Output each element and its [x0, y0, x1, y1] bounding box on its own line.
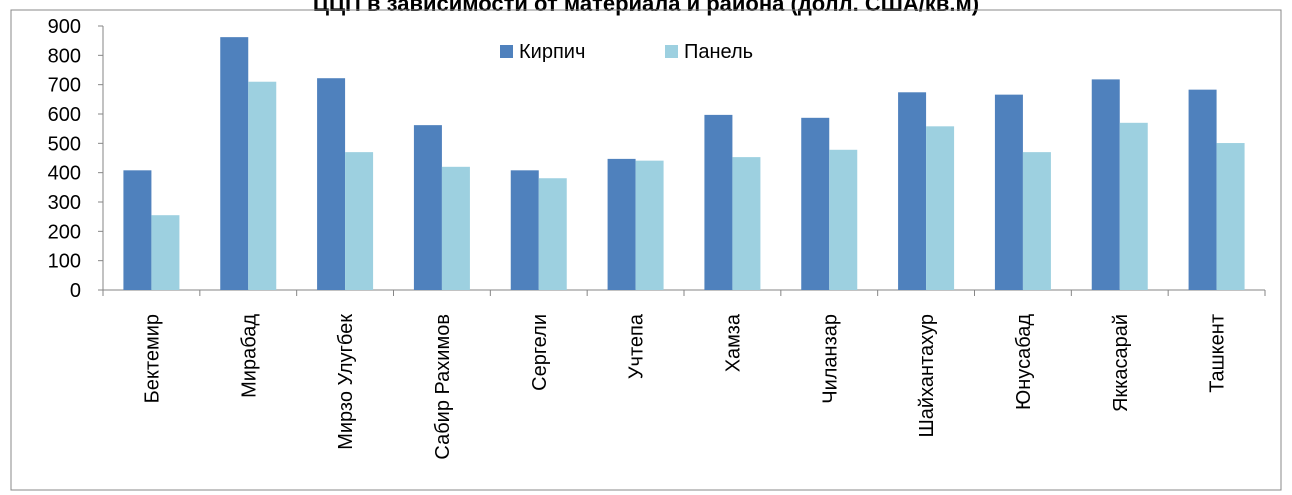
x-tick-label: Сергели	[529, 314, 551, 391]
x-tick-label: Хамза	[722, 313, 744, 372]
bar-Панель	[151, 215, 180, 290]
y-tick-label: 800	[48, 45, 81, 67]
bar-Кирпич	[994, 94, 1023, 290]
bar-Кирпич	[607, 158, 636, 290]
bar-Панель	[732, 157, 761, 290]
x-tick-label: Мирабад	[238, 314, 260, 398]
bar-Кирпич	[220, 37, 249, 290]
bar-Кирпич	[1091, 79, 1120, 291]
bar-Панель	[635, 160, 664, 290]
x-tick-label: Ташкент	[1207, 314, 1229, 393]
y-tick-label: 100	[48, 251, 81, 273]
y-tick-label: 500	[48, 133, 81, 155]
x-tick-label: Шайхантахур	[916, 314, 938, 438]
legend: Кирпич Панель	[500, 41, 753, 63]
bar-Панель	[1216, 143, 1245, 290]
bar-Панель	[1119, 122, 1148, 290]
y-axis: 0 100 200 300 400 500 600 700 800 900	[48, 16, 104, 302]
y-tick-label: 900	[48, 16, 81, 38]
x-tick-label: Сабир Рахимов	[432, 314, 454, 460]
bar-Кирпич	[317, 78, 346, 290]
bar-Панель	[829, 149, 858, 290]
bar-Кирпич	[1188, 89, 1217, 290]
bar-Кирпич	[704, 114, 733, 290]
bar-Панель	[1022, 152, 1051, 290]
bar-Панель	[926, 126, 955, 290]
bar-Кирпич	[898, 92, 927, 290]
x-tick-label: Чиланзар	[819, 314, 841, 404]
bar-Панель	[345, 152, 374, 290]
x-tick-label: Юнусабад	[1013, 314, 1035, 410]
bar-Панель	[248, 81, 277, 290]
bar-Кирпич	[801, 117, 830, 291]
y-tick-label: 400	[48, 163, 81, 185]
bar-Панель	[441, 166, 470, 290]
legend-label: Панель	[684, 41, 753, 63]
x-axis: Бектемир Мирабад Мирзо Улугбек Сабир Рахимо…	[102, 289, 1266, 460]
bar-Панель	[538, 178, 567, 290]
bars	[123, 37, 1245, 291]
x-tick-label: Учтепа	[626, 313, 648, 379]
bar-Кирпич	[123, 170, 152, 290]
chart-title: ЦЦП в зависимости от материала и района …	[312, 0, 980, 16]
x-tick-label: Мирзо Улугбек	[335, 314, 357, 450]
bar-Кирпич	[510, 170, 539, 290]
x-tick-label: Бектемир	[141, 314, 163, 403]
legend-label: Кирпич	[519, 41, 585, 63]
bar-Кирпич	[413, 125, 442, 290]
legend-swatch	[500, 45, 513, 58]
x-tick-label: Яккасарай	[1110, 314, 1132, 412]
y-tick-label: 700	[48, 75, 81, 97]
y-tick-label: 300	[48, 192, 81, 214]
chart-frame	[10, 9, 1282, 491]
y-tick-label: 200	[48, 221, 81, 243]
legend-swatch	[665, 45, 678, 58]
y-tick-label: 600	[48, 104, 81, 126]
y-tick-label: 0	[70, 280, 81, 302]
